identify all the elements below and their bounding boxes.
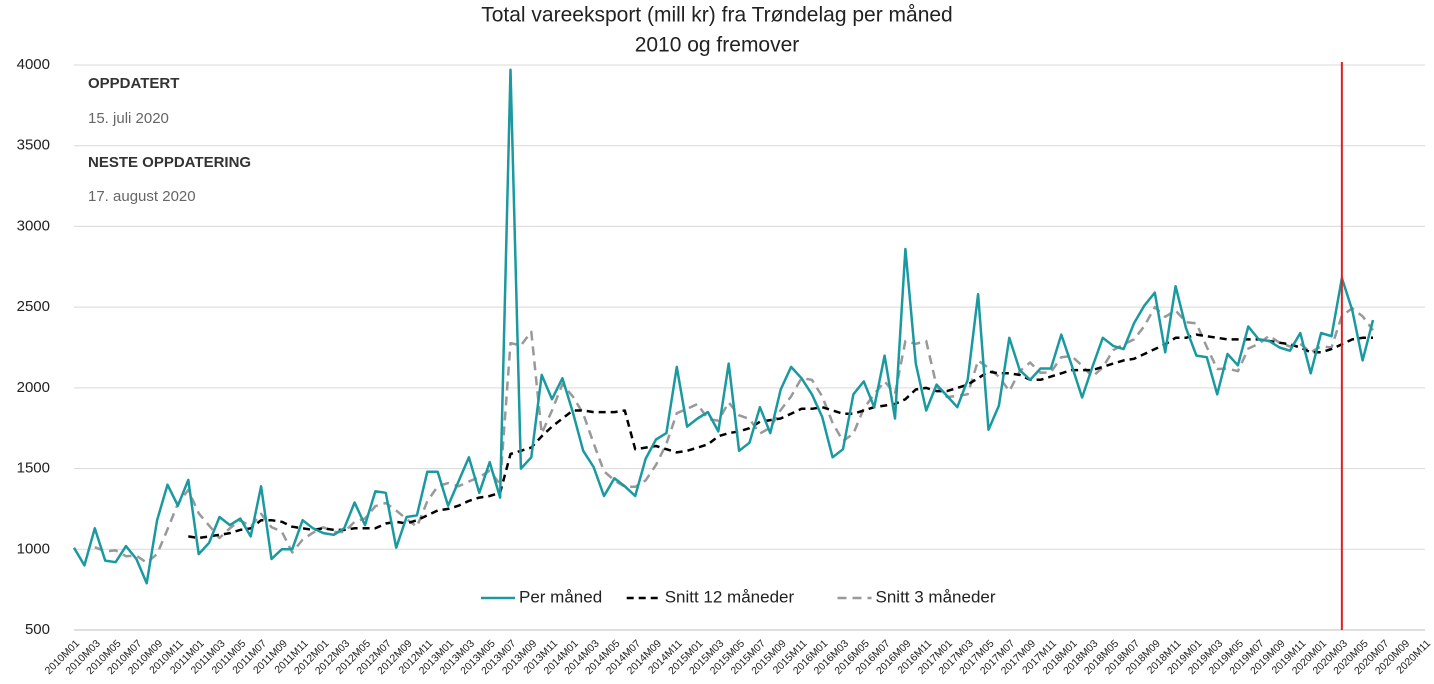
legend-label: Snitt 12 måneder xyxy=(665,587,795,606)
annotation: OPPDATERT xyxy=(88,75,179,92)
y-tick-label: 3000 xyxy=(17,217,50,234)
legend-label: Per måned xyxy=(519,587,602,606)
chart-subtitle: 2010 og fremover xyxy=(635,34,800,57)
legend-label: Snitt 3 måneder xyxy=(876,587,996,606)
legend: Per måned Snitt 12 måneder Snitt 3 måneder xyxy=(481,587,996,606)
annotation: NESTE OPPDATERING xyxy=(88,154,251,171)
y-tick-label: 1000 xyxy=(17,540,50,557)
line-series xyxy=(188,333,1373,540)
y-tick-label: 2000 xyxy=(17,379,50,396)
y-tick-label: 4000 xyxy=(17,56,50,73)
line-series xyxy=(72,68,1375,585)
annotation: 15. juli 2020 xyxy=(88,110,169,127)
annotation: 17. august 2020 xyxy=(88,188,196,205)
y-tick-label: 2500 xyxy=(17,298,50,315)
y-tick-label: 500 xyxy=(25,621,50,638)
chart-title: Total vareeksport (mill kr) fra Trøndela… xyxy=(481,4,953,27)
y-tick-label: 3500 xyxy=(17,137,50,154)
y-tick-label: 1500 xyxy=(17,460,50,477)
